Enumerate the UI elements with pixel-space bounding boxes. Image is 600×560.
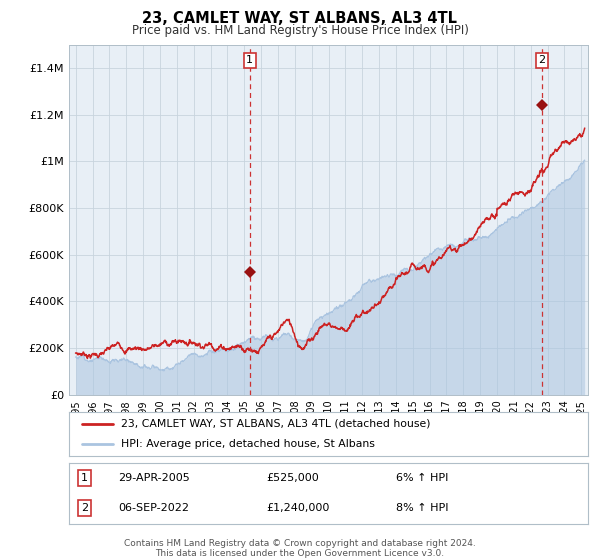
Text: £1,240,000: £1,240,000 <box>266 503 329 513</box>
Text: Contains HM Land Registry data © Crown copyright and database right 2024.: Contains HM Land Registry data © Crown c… <box>124 539 476 548</box>
Text: 29-APR-2005: 29-APR-2005 <box>118 473 190 483</box>
Text: 1: 1 <box>81 473 88 483</box>
Text: 06-SEP-2022: 06-SEP-2022 <box>118 503 190 513</box>
Text: HPI: Average price, detached house, St Albans: HPI: Average price, detached house, St A… <box>121 439 375 449</box>
Text: 23, CAMLET WAY, ST ALBANS, AL3 4TL (detached house): 23, CAMLET WAY, ST ALBANS, AL3 4TL (deta… <box>121 419 430 429</box>
Text: 2: 2 <box>81 503 88 513</box>
Text: £525,000: £525,000 <box>266 473 319 483</box>
Text: 2: 2 <box>538 55 545 66</box>
Text: 23, CAMLET WAY, ST ALBANS, AL3 4TL: 23, CAMLET WAY, ST ALBANS, AL3 4TL <box>143 11 458 26</box>
Text: 1: 1 <box>247 55 253 66</box>
Text: Price paid vs. HM Land Registry's House Price Index (HPI): Price paid vs. HM Land Registry's House … <box>131 24 469 36</box>
Text: 6% ↑ HPI: 6% ↑ HPI <box>396 473 448 483</box>
Text: This data is licensed under the Open Government Licence v3.0.: This data is licensed under the Open Gov… <box>155 549 445 558</box>
Text: 8% ↑ HPI: 8% ↑ HPI <box>396 503 448 513</box>
